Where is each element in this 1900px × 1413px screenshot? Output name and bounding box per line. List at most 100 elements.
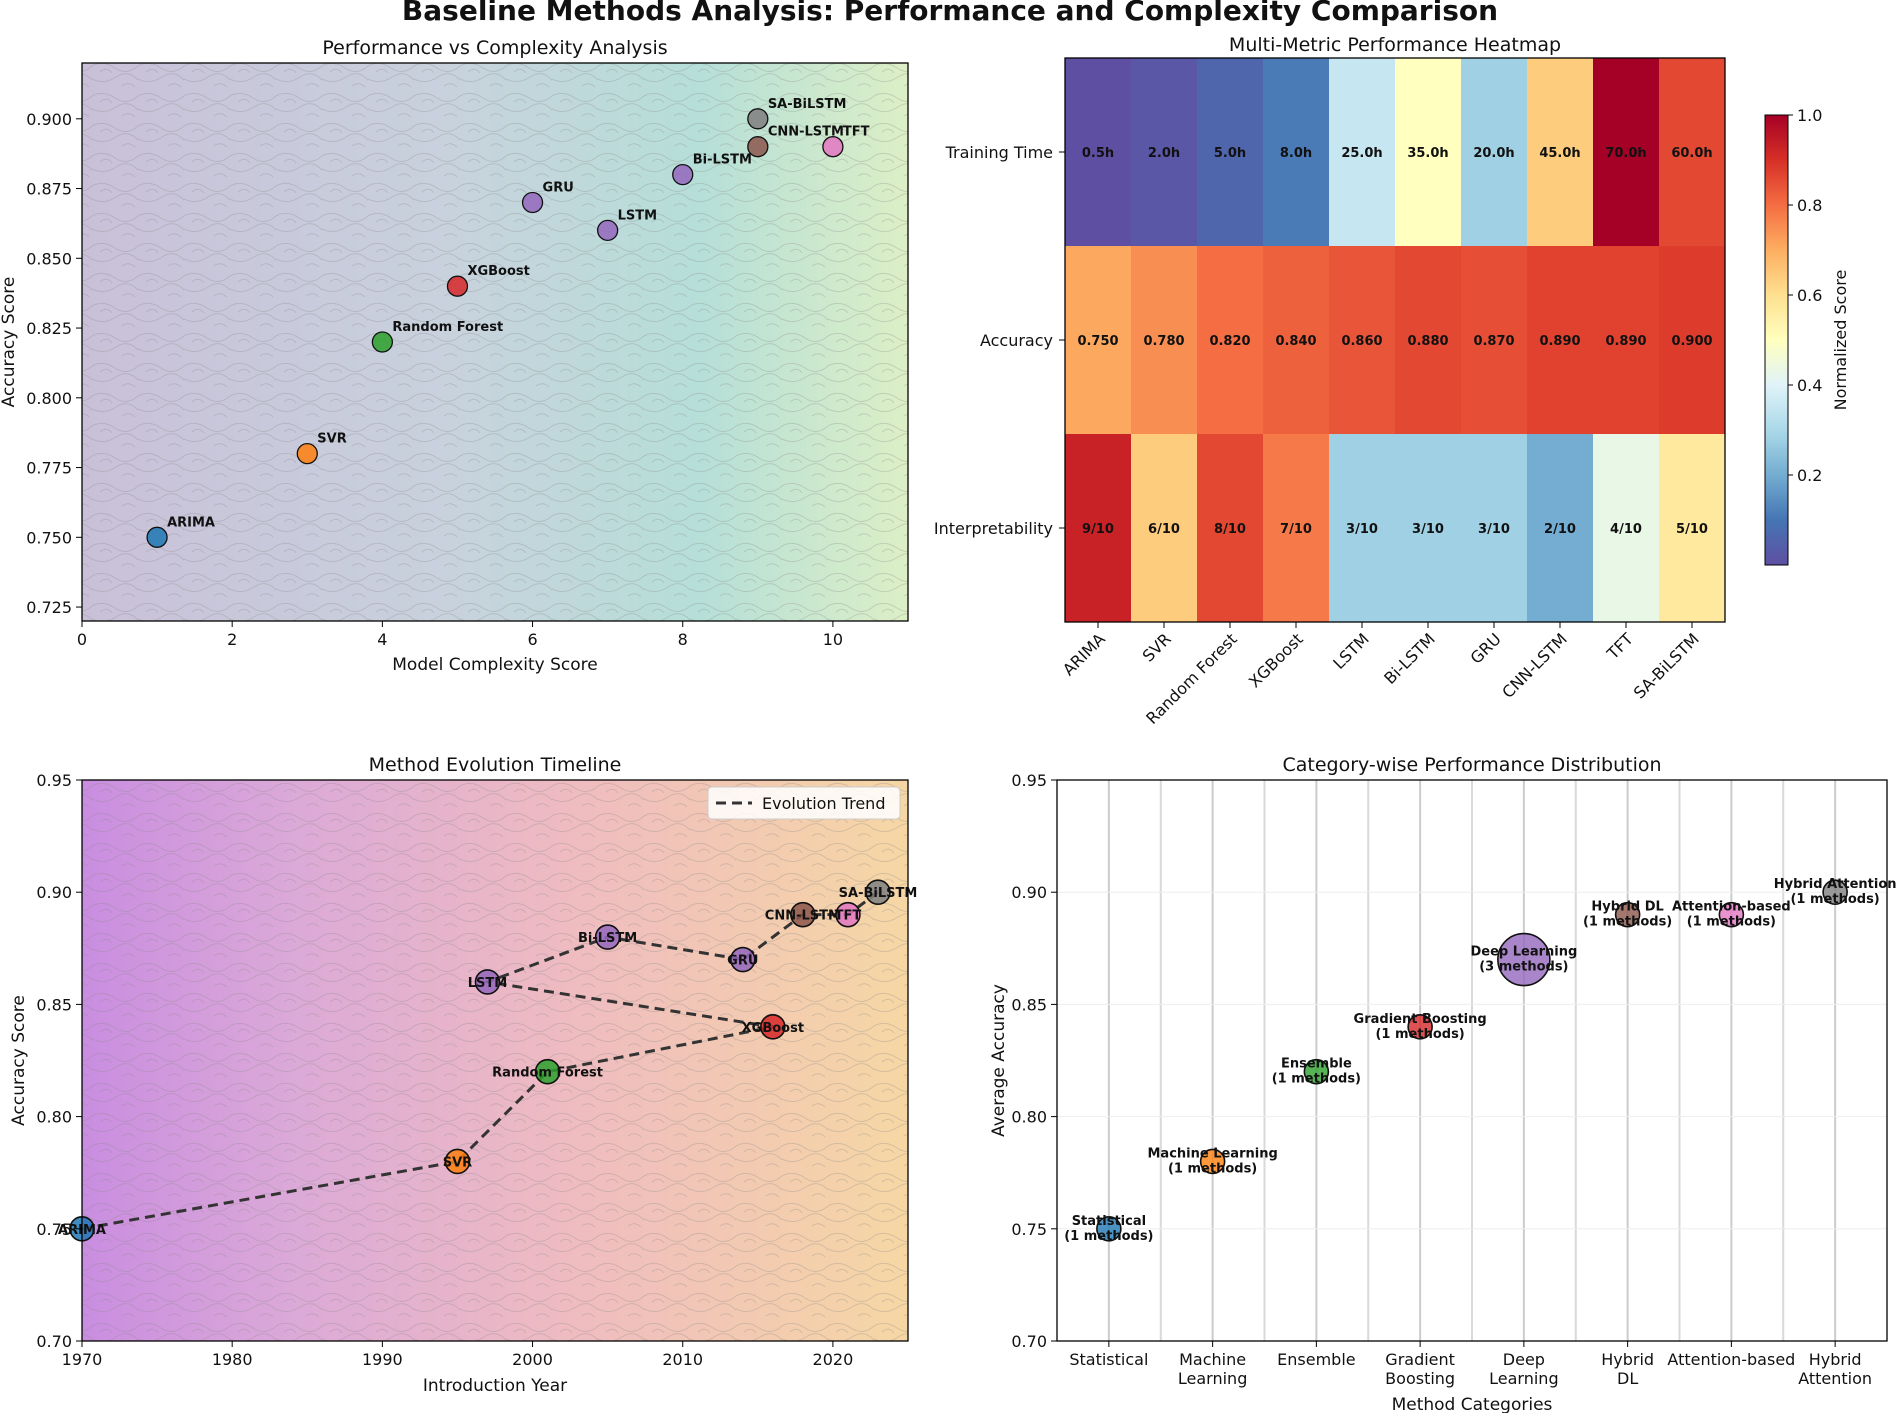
p1-ytick-label: 0.800 — [26, 389, 72, 408]
p3-point-label: LSTM — [468, 976, 507, 991]
p3-point-label: GRU — [727, 954, 758, 969]
p4-bubble-hybrid-dl — [1614, 901, 1641, 928]
p2-cell-interpretability-arima — [1065, 434, 1132, 623]
p2-cell-accuracy-bi-lstm — [1395, 246, 1462, 435]
p4-bubble-label: Hybrid DL (1 methods) — [1583, 900, 1672, 930]
p3-contour-texture — [82, 780, 908, 1341]
p4-bubble-label-line: (1 methods) — [1687, 915, 1776, 930]
p4-bubble-label-line: Hybrid Attention — [1774, 877, 1897, 892]
p1-point-svr — [296, 442, 318, 465]
p2-cell-label: 0.840 — [1275, 334, 1316, 349]
p4-bubble-label-line: Hybrid DL — [1591, 900, 1663, 915]
scatter-panel-complexity: Performance vs Complexity Analysis Model … — [0, 37, 909, 675]
p2-cell-label: 8.0h — [1280, 146, 1312, 161]
p3-xtick-label: 2000 — [512, 1350, 553, 1369]
p4-bubble-label-line: (1 methods) — [1583, 915, 1672, 930]
p4-axes-frame — [1056, 779, 1888, 1342]
p4-bubble-label-line: (1 methods) — [1375, 1027, 1464, 1042]
p2-cell-training-time-gru — [1461, 58, 1528, 247]
p2-cell-label: 0.5h — [1082, 146, 1114, 161]
p4-bubble-label-line: Machine Learning — [1147, 1146, 1277, 1161]
p2-cell-label: 6/10 — [1148, 522, 1180, 537]
p2-cell-label: 20.0h — [1473, 146, 1514, 161]
p4-xtick-label: Gradient — [1385, 1350, 1455, 1369]
p3-point-lstm — [474, 969, 501, 995]
p1-point-label: ARIMA — [167, 515, 215, 530]
p3-point-label: CNN-LSTM — [765, 909, 841, 924]
p4-bubble-gradient-boosting — [1407, 1014, 1433, 1040]
p2-cell-label: 35.0h — [1407, 146, 1448, 161]
p2-cell-accuracy-arima — [1065, 246, 1132, 435]
p1-point-label: SVR — [317, 432, 346, 447]
p2-cell-accuracy-gru — [1461, 246, 1528, 435]
p3-point-cnn-lstm — [790, 901, 816, 928]
p3-xtick-label: 1970 — [62, 1350, 103, 1369]
p1-xtick-label: 2 — [227, 630, 237, 649]
p1-point-gru — [521, 191, 544, 214]
p1-point-label: LSTM — [618, 208, 657, 223]
timeline-panel: Method Evolution Timeline Introduction Ye… — [9, 754, 917, 1396]
p4-bubble-statistical — [1096, 1216, 1122, 1242]
p1-point-label: CNN-LSTM — [768, 125, 844, 140]
p2-cell-label: 2/10 — [1544, 522, 1576, 537]
p3-point-random-forest — [534, 1058, 561, 1085]
p2-cell-accuracy-sa-bilstm — [1659, 246, 1726, 435]
p2-row-label: Training Time — [945, 143, 1053, 162]
p2-cell-label: 0.780 — [1143, 334, 1184, 349]
p4-xtick-label: Boosting — [1385, 1369, 1455, 1388]
p1-xlabel: Model Complexity Score — [392, 655, 597, 675]
p2-colorbar-label: Normalized Score — [1831, 270, 1850, 411]
p1-ytick-label: 0.725 — [26, 598, 72, 617]
p2-cell-label: 3/10 — [1412, 522, 1444, 537]
p2-title: Multi-Metric Performance Heatmap — [1229, 34, 1561, 56]
p4-title: Category-wise Performance Distribution — [1282, 754, 1661, 776]
p4-ytick-label: 0.90 — [1011, 883, 1047, 902]
p2-column-label: LSTM — [1329, 629, 1373, 673]
p2-cell-label: 9/10 — [1082, 522, 1114, 537]
p1-point-sa-bilstm — [747, 108, 769, 130]
p4-bubble-hybrid-attention — [1822, 879, 1848, 906]
p4-ytick-label: 0.95 — [1011, 771, 1047, 790]
p2-cell-accuracy-lstm — [1329, 246, 1396, 435]
p4-bubble-label: Ensemble (1 methods) — [1272, 1057, 1361, 1087]
p1-point-bi-lstm — [672, 163, 694, 186]
p2-cell-accuracy-cnn-lstm — [1527, 246, 1594, 435]
p1-xtick-label: 6 — [527, 630, 537, 649]
p4-bubble-label: Attention-based (1 methods) — [1672, 900, 1791, 930]
p2-cell-accuracy-xgboost — [1263, 246, 1330, 435]
p3-legend-label: Evolution Trend — [762, 794, 885, 813]
p4-bubble-label-line: (3 methods) — [1479, 960, 1568, 975]
p2-colorbar-tick-label: 0.2 — [1797, 466, 1822, 485]
p4-bubble-label: Deep Learning (3 methods) — [1470, 945, 1577, 975]
p3-axes-frame — [81, 779, 909, 1342]
p1-ytick-label: 0.775 — [26, 459, 72, 478]
p2-colorbar-tick-label: 0.6 — [1797, 286, 1822, 305]
p2-column-label: ARIMA — [1059, 629, 1109, 679]
p4-xtick-label: Learning — [1178, 1369, 1247, 1388]
p1-ylabel: Accuracy Score — [0, 277, 19, 408]
p1-xtick-label: 8 — [678, 630, 688, 649]
p3-ytick-label: 0.95 — [36, 771, 72, 790]
p1-point-cnn-lstm — [747, 136, 769, 158]
p1-point-label: TFT — [843, 125, 870, 140]
p2-cell-interpretability-tft — [1593, 434, 1660, 623]
p1-point-label: XGBoost — [467, 264, 529, 279]
p4-bubble-label: Statistical (1 methods) — [1064, 1214, 1153, 1244]
p3-legend: Evolution Trend — [707, 786, 901, 820]
p2-cell-interpretability-xgboost — [1263, 434, 1330, 623]
p1-ytick-label: 0.850 — [26, 249, 72, 268]
p2-cell-training-time-xgboost — [1263, 58, 1330, 247]
p2-cell-interpretability-gru — [1461, 434, 1528, 623]
p4-bubble-label-line: (1 methods) — [1790, 892, 1879, 907]
p4-xtick-label: Attention — [1798, 1369, 1872, 1388]
p3-point-sa-bilstm — [865, 879, 891, 906]
p3-ytick-label: 0.85 — [36, 995, 72, 1014]
p4-bubble-deep-learning — [1497, 932, 1551, 987]
p2-cell-training-time-arima — [1065, 58, 1132, 247]
p1-contour-texture — [82, 63, 908, 621]
p3-xtick-label: 1990 — [362, 1350, 403, 1369]
p2-cell-label: 25.0h — [1341, 146, 1382, 161]
p1-point-xgboost — [446, 275, 469, 297]
p1-ytick-label: 0.875 — [26, 180, 72, 199]
p2-colorbar — [1764, 114, 1789, 566]
